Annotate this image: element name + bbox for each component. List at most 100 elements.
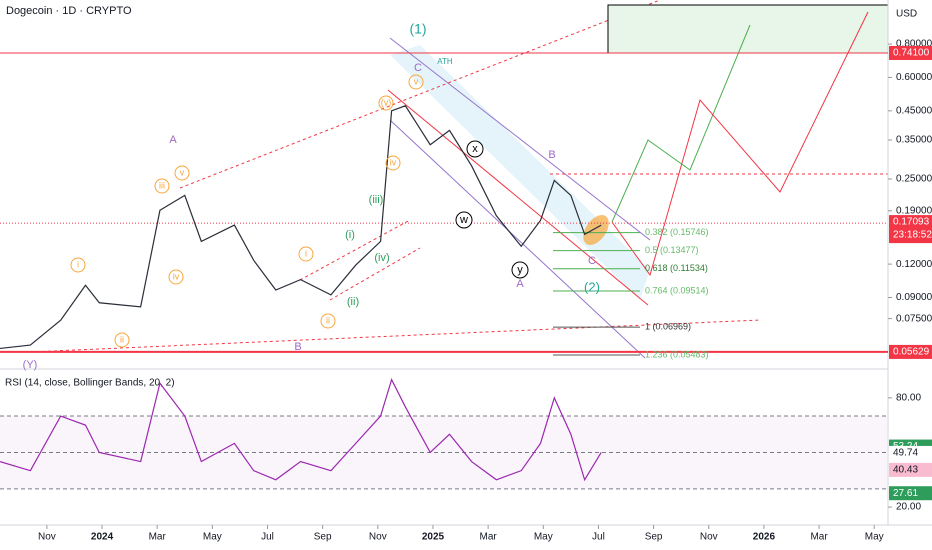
time-tick-label: Mar [149,532,167,543]
price-tick-label: 0.60000 [896,72,932,83]
wave-label: (Y) [23,359,38,371]
level-tag [889,45,932,60]
annotation-circle [298,246,314,262]
price-tick-label: 0.80000 [896,39,932,50]
wave-label: (v) [381,97,392,107]
channel-line [389,119,646,359]
annotation-circle [320,313,336,329]
annotation-circle [408,74,424,90]
wave-label: iii [159,180,165,190]
level-label: 0.74100 [893,48,930,59]
time-tick-label: Sep [645,532,663,543]
time-tick-label: Jul [592,532,605,543]
wave-label: y [517,264,523,276]
rsi-marker-tag [889,445,932,460]
wave-label: iv [390,157,397,167]
time-tick-label: Mar [480,532,498,543]
level-label: 0.05629 [893,347,930,358]
last-price-label: 0.17093 [893,217,930,228]
wave-label: ii [326,315,330,325]
annotation-circle [511,261,529,279]
time-tick-label: Nov [369,532,387,543]
wave-label: A [516,278,524,290]
time-tick-label: Nov [700,532,718,543]
channel-line [389,37,651,241]
wave-label: (1) [409,21,426,37]
wave-label: (ii) [347,296,359,308]
wave-label: i [77,259,79,269]
price-tick-label: 0.45000 [896,105,932,116]
rsi-tick-label: 20.00 [896,502,921,513]
fib-label: 0.764 (0.09514) [645,285,709,295]
fib-label: 1.236 (0.05483) [645,349,709,359]
last-price-tag [889,215,932,244]
time-tick-label: May [534,532,553,543]
wave-label: ATH [437,57,453,66]
price-tick-label: 0.12000 [896,259,932,270]
trend-line [329,247,421,301]
annotation-circle [466,140,484,158]
price-line [0,105,602,350]
annotation-circle [154,178,170,194]
annotation-circle [455,211,473,229]
wave-label: C [414,62,422,74]
wave-label: B [548,149,555,161]
time-tick-label: 2025 [422,532,445,543]
wave-label: (iv) [374,252,389,264]
wave-label: v [414,76,419,86]
trend-line [29,319,761,353]
rsi-line [0,378,602,482]
price-tick-label: 0.35000 [896,135,932,146]
time-tick-label: 2026 [753,532,776,543]
trend-line [179,0,661,189]
wave-label: (iii) [369,194,384,206]
time-tick-label: Mar [810,532,828,543]
annotation-circle [70,257,86,273]
price-tick-label: 0.07500 [896,313,932,324]
annotation-circle [174,165,190,181]
time-tick-label: Nov [38,532,56,543]
projection-green [611,24,751,223]
price-tick-label: 0.19000 [896,205,932,216]
rsi-marker-label: 40.43 [893,465,918,476]
rsi-marker-tag [889,486,932,501]
level-tag [889,344,932,359]
rsi-marker-label: 27.61 [893,488,918,499]
rsi-marker-label: 49.74 [893,448,918,459]
wave-label: ii [120,334,124,344]
wave-label: iv [173,271,180,281]
currency: USD [896,9,917,20]
fib-label: 0.382 (0.15746) [645,227,709,237]
price-tick-label: 0.25000 [896,174,932,185]
time-tick-label: Sep [314,532,332,543]
wave-label: w [459,214,468,226]
rsi-title: RSI (14, close, Bollinger Bands, 20, 2) [5,378,175,389]
fib-label: 1 (0.06969) [645,322,691,332]
time-tick-label: 2024 [91,532,114,543]
time-tick-label: May [203,532,222,543]
annotation-circle [378,95,394,111]
wave-label: i [305,248,307,258]
wave-label: A [169,134,177,146]
wave-label: B [294,341,301,353]
wave-label: x [472,143,478,155]
price-tick-label: 0.09000 [896,292,932,303]
fib-label: 0.618 (0.11534) [645,263,708,273]
wave-label: (2) [584,279,600,294]
annotation-circle [168,269,184,285]
wave-label: v [180,167,185,177]
fib-label: 0.5 (0.13477) [645,245,699,255]
symbol-title: Dogecoin · 1D · CRYPTO [6,5,132,17]
wave-label: C [588,255,596,267]
rsi-marker-tag [889,462,932,477]
annotation-circle [385,155,401,171]
annotation-circle [114,332,130,348]
rsi-tick-label: 80.00 [896,392,921,403]
wave-label: (i) [345,229,355,241]
highlight [583,214,609,246]
trend-line [299,219,411,281]
countdown: 23:18:52 [893,230,932,241]
time-tick-label: Jul [261,532,274,543]
projection-red [611,11,869,277]
